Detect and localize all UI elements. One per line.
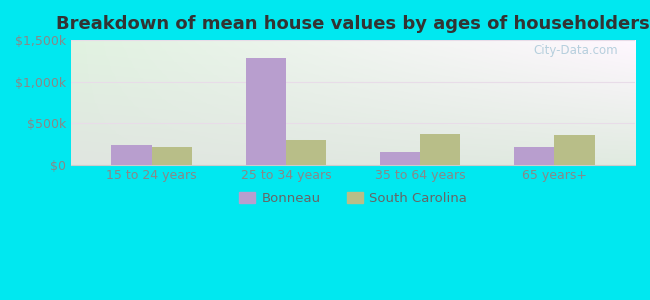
Bar [380,152,420,165]
Bar [151,147,192,165]
Bar [246,58,286,165]
Bar [286,140,326,165]
Title: Breakdown of mean house values by ages of householders: Breakdown of mean house values by ages o… [56,15,650,33]
Bar [514,147,554,165]
Bar [554,135,595,165]
Legend: Bonneau, South Carolina: Bonneau, South Carolina [233,186,473,210]
Bar [420,134,460,165]
Text: City-Data.com: City-Data.com [534,44,618,57]
Bar [111,146,151,165]
